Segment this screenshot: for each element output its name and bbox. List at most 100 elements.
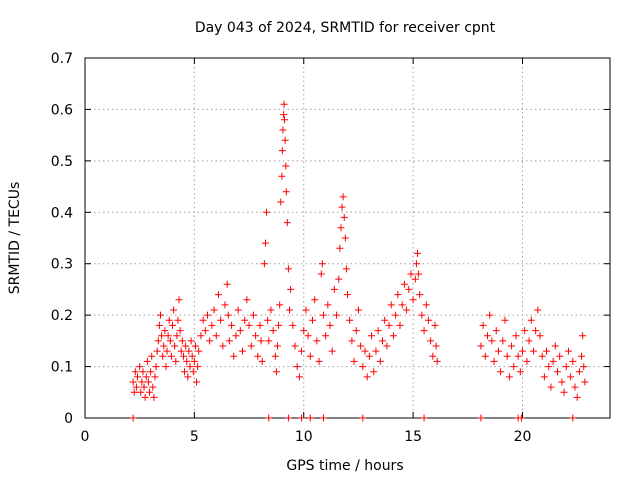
data-point — [265, 337, 273, 345]
data-point — [359, 414, 367, 422]
data-point — [158, 332, 166, 340]
data-point — [420, 327, 428, 335]
data-point — [167, 352, 175, 360]
data-point — [536, 332, 544, 340]
data-point — [488, 337, 496, 345]
data-point — [289, 321, 297, 329]
data-point — [208, 321, 216, 329]
x-tick-label: 10 — [295, 429, 313, 445]
data-point — [326, 321, 334, 329]
data-point — [558, 378, 566, 386]
data-point — [277, 198, 285, 206]
data-point — [403, 306, 411, 314]
data-point — [512, 332, 520, 340]
data-point — [191, 342, 199, 350]
data-point — [523, 357, 531, 365]
data-point — [499, 337, 507, 345]
data-point — [370, 368, 378, 376]
data-point — [394, 291, 402, 299]
data-point — [379, 337, 386, 345]
data-point — [282, 188, 290, 196]
data-point — [412, 260, 420, 268]
data-point — [409, 296, 417, 304]
data-point — [223, 280, 231, 288]
data-point — [228, 321, 236, 329]
data-point — [280, 111, 288, 119]
data-point — [291, 342, 299, 350]
data-point — [396, 321, 404, 329]
data-point — [338, 203, 346, 211]
data-point — [486, 311, 494, 319]
data-point — [400, 280, 408, 288]
plot-frame — [84, 57, 611, 419]
data-point — [389, 332, 397, 340]
data-point — [137, 388, 145, 396]
data-point — [284, 414, 292, 422]
data-point — [424, 316, 432, 324]
data-point — [567, 373, 575, 381]
data-point — [571, 383, 579, 391]
data-point — [247, 342, 255, 350]
data-point — [280, 100, 288, 108]
data-point — [147, 368, 155, 376]
data-point — [340, 213, 348, 221]
data-point — [415, 270, 423, 278]
data-point — [239, 347, 246, 355]
data-point — [313, 337, 321, 345]
data-point — [149, 383, 157, 391]
data-point — [284, 265, 292, 273]
data-point — [141, 393, 149, 401]
data-point — [217, 316, 225, 324]
data-point — [212, 332, 220, 340]
y-tick-label: 0.4 — [51, 205, 73, 221]
data-point — [187, 337, 195, 345]
data-point — [241, 316, 249, 324]
data-point — [300, 327, 308, 335]
data-point — [183, 357, 191, 365]
data-point — [169, 321, 176, 329]
data-point — [179, 352, 187, 360]
data-point — [272, 368, 280, 376]
data-point — [201, 327, 209, 335]
data-point — [354, 306, 362, 314]
data-point — [184, 373, 192, 381]
data-point — [481, 352, 489, 360]
data-point — [195, 347, 203, 355]
data-point — [232, 332, 240, 340]
data-point — [387, 301, 395, 309]
data-point — [171, 342, 179, 350]
data-point — [263, 208, 271, 216]
data-point — [490, 357, 498, 365]
data-point — [311, 296, 319, 304]
data-point — [569, 357, 577, 365]
data-point — [318, 260, 326, 268]
data-point — [317, 270, 325, 278]
data-point — [210, 306, 218, 314]
data-point — [529, 347, 537, 355]
data-point — [337, 224, 345, 232]
data-point — [190, 357, 198, 365]
x-tick-label: 20 — [514, 429, 532, 445]
data-point — [545, 363, 553, 371]
data-point — [510, 363, 518, 371]
data-point — [501, 316, 509, 324]
data-point — [580, 363, 588, 371]
data-point — [508, 342, 516, 350]
data-point — [274, 342, 281, 350]
data-point — [514, 352, 522, 360]
y-tick-label: 0.2 — [51, 308, 73, 324]
data-point — [161, 327, 169, 335]
data-point — [129, 414, 137, 422]
y-tick-label: 0.5 — [51, 154, 73, 170]
data-point — [281, 116, 288, 124]
data-point — [484, 332, 491, 340]
data-point — [267, 306, 275, 314]
data-point — [181, 368, 189, 376]
data-point — [517, 414, 525, 422]
data-point — [193, 378, 201, 386]
data-point — [148, 352, 156, 360]
data-point — [264, 316, 272, 324]
data-point — [249, 311, 257, 319]
data-point — [581, 378, 589, 386]
data-point — [503, 352, 511, 360]
